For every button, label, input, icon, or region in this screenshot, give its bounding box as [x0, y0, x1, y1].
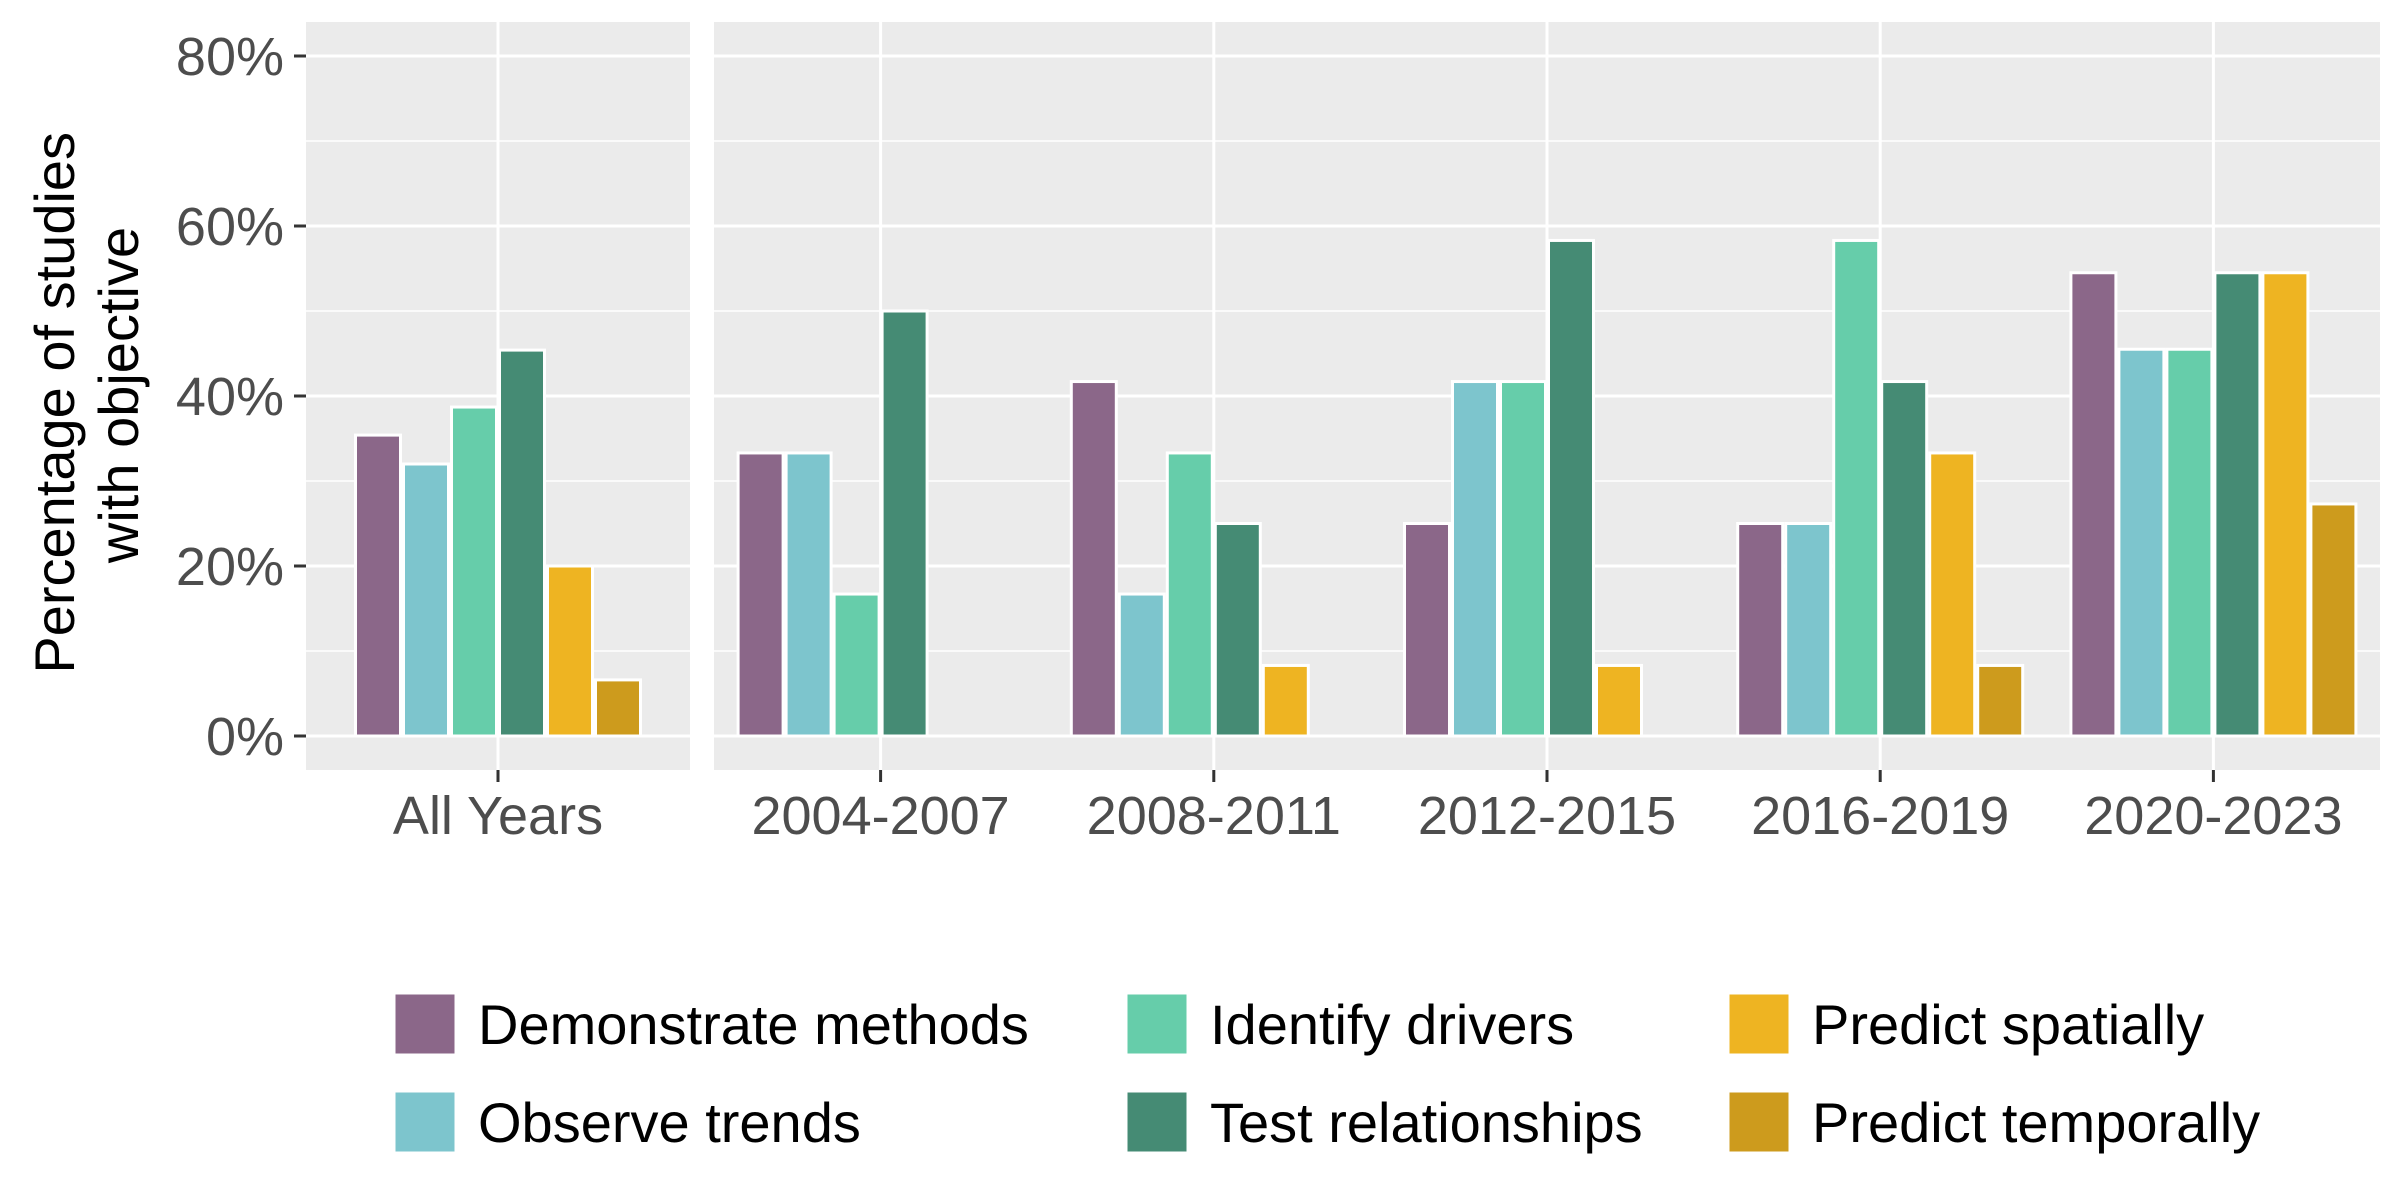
bar-demonstrate-methods [1069, 380, 1118, 738]
bar-observe-trends [402, 462, 450, 738]
bar-observe-trends [2117, 347, 2166, 738]
bar-predict-temporally [594, 678, 642, 738]
legend-label: Identify drivers [1210, 993, 1574, 1056]
bar-observe-trends [784, 451, 833, 738]
x-tick-label: 2012-2015 [1418, 786, 1676, 846]
legend-key [392, 1089, 458, 1155]
y-tick-label: 0% [206, 707, 284, 767]
bar-predict-spatially [546, 564, 594, 738]
bar-predict-spatially [2261, 271, 2310, 738]
legend-item: Predict spatially [1726, 991, 2204, 1057]
bar-test-relationships [1547, 238, 1595, 738]
x-tick-label: 2008-2011 [1087, 786, 1341, 846]
bar-predict-spatially [1928, 451, 1977, 738]
legend-item: Identify drivers [1124, 991, 1574, 1057]
bar-predict-spatially [1595, 663, 1643, 738]
x-tick-label: All Years [393, 786, 603, 846]
y-tick-label: 60% [176, 197, 284, 257]
bar-demonstrate-methods [1736, 522, 1785, 738]
y-axis-title-line-2: with objective [87, 227, 150, 564]
legend-label: Predict spatially [1812, 993, 2204, 1056]
x-axis: All Years 2004-2007 2008-2011 2012-2015 2016… [393, 770, 2343, 846]
legend-key [1124, 991, 1190, 1057]
bar-observe-trends [1117, 592, 1166, 738]
y-axis-title-line-1: Percentage of studies [23, 132, 86, 674]
bar-observe-trends [1451, 380, 1499, 738]
bar-identify-drivers [450, 405, 498, 738]
bar-test-relationships [498, 348, 546, 738]
y-axis-title: Percentage of studies with objective [23, 116, 150, 673]
bar-demonstrate-methods [2069, 271, 2118, 738]
bar-predict-spatially [1261, 663, 1310, 738]
x-tick-label: 2004-2007 [751, 786, 1009, 846]
legend-label: Observe trends [478, 1091, 861, 1154]
bar-identify-drivers [1499, 380, 1547, 738]
chart-panels [306, 22, 2380, 770]
bar-predict-temporally [1976, 663, 2025, 738]
bar-test-relationships [2213, 271, 2262, 738]
legend-label: Test relationships [1210, 1091, 1643, 1154]
legend-item: Observe trends [392, 1089, 861, 1155]
bar-test-relationships [1880, 380, 1929, 738]
legend-item: Predict temporally [1726, 1089, 2260, 1155]
bar-demonstrate-methods [1403, 522, 1451, 738]
legend-key [1124, 1089, 1190, 1155]
y-tick-label: 20% [176, 537, 284, 597]
legend-item: Test relationships [1124, 1089, 1643, 1155]
bar-identify-drivers [2165, 347, 2214, 738]
y-tick-label: 40% [176, 367, 284, 427]
bar-identify-drivers [1165, 451, 1214, 738]
bar-demonstrate-methods [354, 433, 402, 738]
legend-key [392, 991, 458, 1057]
legend-item: Demonstrate methods [392, 991, 1029, 1057]
bar-test-relationships [1213, 522, 1262, 738]
x-tick-label: 2020-2023 [2084, 786, 2342, 846]
y-axis: 0% 20% 40% 60% 80% [176, 27, 306, 767]
bar-identify-drivers [1832, 238, 1881, 738]
legend-key [1726, 991, 1792, 1057]
y-tick-label: 80% [176, 27, 284, 87]
bar-observe-trends [1784, 522, 1833, 738]
bar-identify-drivers [832, 592, 881, 738]
x-tick-label: 2016-2019 [1751, 786, 2009, 846]
legend-label: Demonstrate methods [478, 993, 1029, 1056]
bar-test-relationships [880, 309, 929, 738]
legend-label: Predict temporally [1812, 1091, 2260, 1154]
legend-key [1726, 1089, 1792, 1155]
bar-demonstrate-methods [736, 451, 785, 738]
legend: Demonstrate methods Observe trends Identif… [392, 991, 2260, 1155]
bar-predict-temporally [2309, 502, 2358, 738]
